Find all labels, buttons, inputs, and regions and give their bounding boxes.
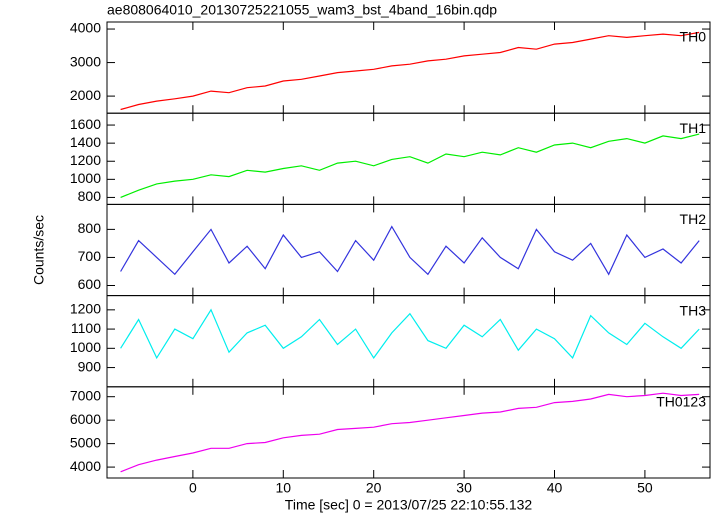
y-tick-label: 1600 bbox=[70, 116, 101, 132]
legend-label: TH0 bbox=[680, 29, 707, 45]
y-tick-label: 800 bbox=[78, 220, 102, 236]
data-line bbox=[120, 392, 700, 473]
y-axis-label: Counts/sec bbox=[31, 215, 47, 285]
y-tick-label: 4000 bbox=[70, 20, 101, 36]
x-tick-label: 40 bbox=[547, 480, 563, 496]
y-tick-label: 2000 bbox=[70, 87, 101, 103]
panel-frame bbox=[106, 295, 711, 388]
panel-frame bbox=[106, 112, 711, 205]
y-tick-label: 7000 bbox=[70, 387, 101, 403]
panel-frame bbox=[106, 386, 711, 479]
legend-label: TH1 bbox=[680, 120, 707, 136]
x-tick-label: 0 bbox=[189, 480, 197, 496]
data-line bbox=[120, 133, 700, 198]
y-tick-label: 1200 bbox=[70, 152, 101, 168]
data-line bbox=[120, 31, 700, 111]
legend-label: TH3 bbox=[680, 302, 707, 318]
y-tick-label: 4000 bbox=[70, 458, 101, 474]
x-tick-label: 50 bbox=[637, 480, 653, 496]
y-tick-label: 1000 bbox=[70, 170, 101, 186]
x-tick-label: 20 bbox=[366, 480, 382, 496]
y-tick-label: 5000 bbox=[70, 434, 101, 450]
y-tick-label: 3000 bbox=[70, 53, 101, 69]
data-line bbox=[120, 225, 700, 276]
y-tick-label: 1200 bbox=[70, 301, 101, 317]
y-tick-label: 600 bbox=[78, 276, 102, 292]
legend-label: TH0123 bbox=[656, 394, 706, 410]
y-tick-label: 700 bbox=[78, 248, 102, 264]
y-tick-label: 1100 bbox=[71, 320, 101, 336]
legend-label: TH2 bbox=[680, 211, 707, 227]
panel-frame bbox=[106, 21, 711, 114]
x-tick-label: 30 bbox=[456, 480, 472, 496]
y-tick-label: 1000 bbox=[70, 339, 101, 355]
chart-title: ae808064010_20130725221055_wam3_bst_4ban… bbox=[107, 2, 497, 18]
x-axis-label: Time [sec] 0 = 2013/07/25 22:10:55.132 bbox=[285, 497, 533, 513]
x-tick-label: 10 bbox=[276, 480, 292, 496]
y-tick-label: 6000 bbox=[70, 411, 101, 427]
y-tick-label: 900 bbox=[78, 358, 102, 374]
y-tick-label: 1400 bbox=[70, 134, 101, 150]
data-line bbox=[120, 308, 700, 360]
y-tick-label: 800 bbox=[78, 188, 102, 204]
